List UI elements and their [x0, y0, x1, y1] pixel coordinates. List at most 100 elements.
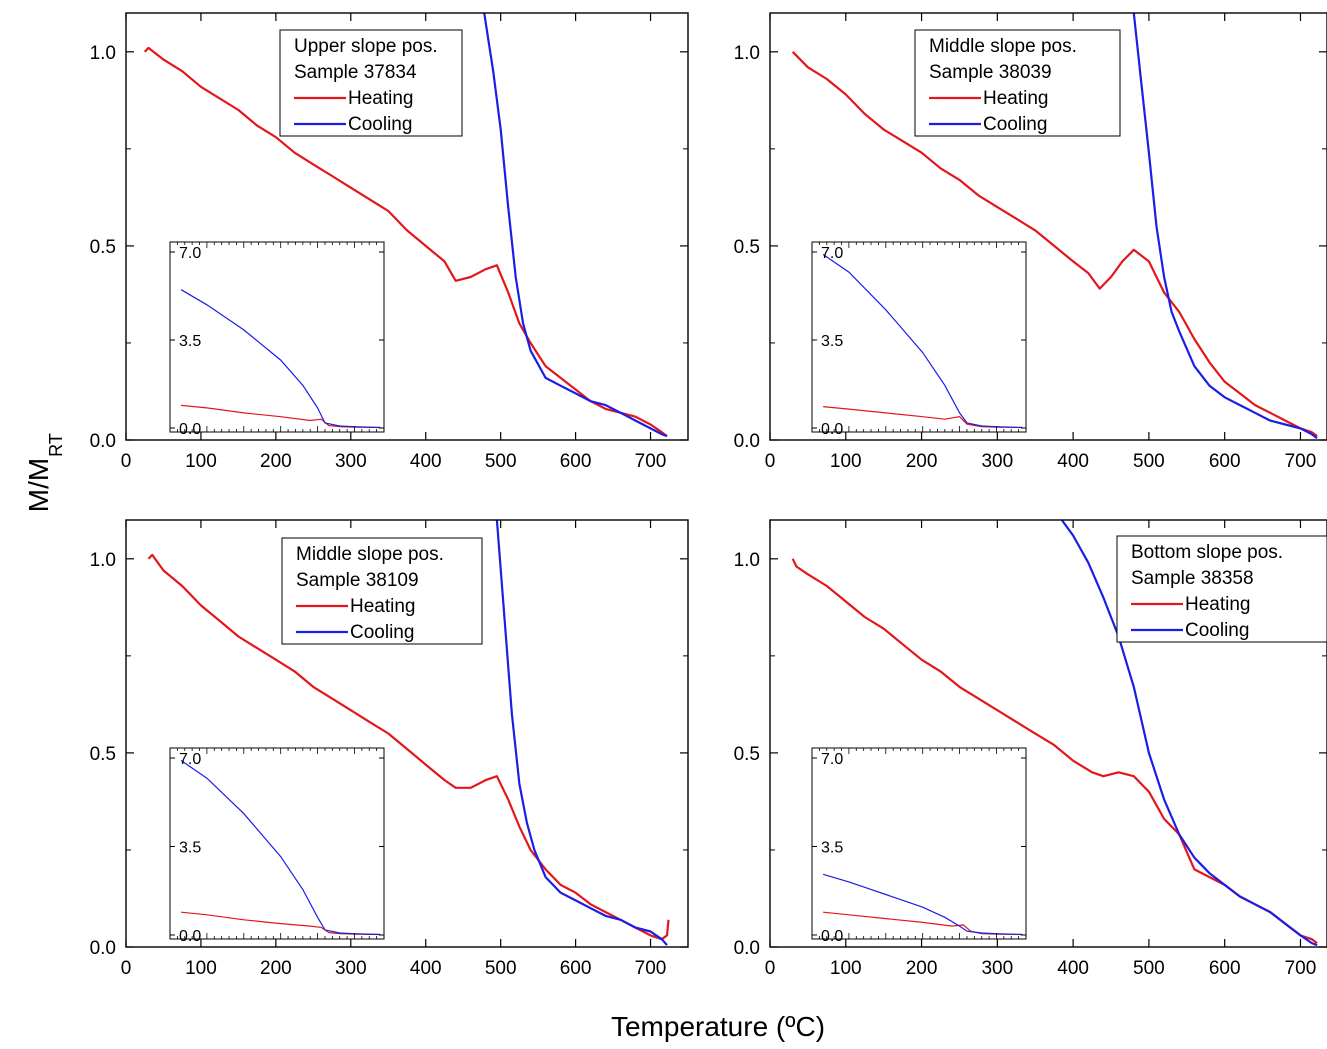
plot-frame: [125, 519, 689, 948]
x-tick-label: 100: [830, 958, 862, 979]
inset-y-tick-label: 3.5: [821, 333, 843, 350]
x-tick-label: 500: [485, 958, 517, 979]
x-tick-label: 0: [765, 958, 776, 979]
legend-label-heating: Heating: [350, 596, 416, 617]
legend-title-line: Sample 37834: [294, 62, 417, 83]
x-tick-label: 700: [635, 958, 667, 979]
inset-cooling-line: [822, 254, 1023, 429]
legend-title-line: Sample 38039: [929, 62, 1052, 83]
legend-label-cooling: Cooling: [983, 114, 1047, 135]
heating-series-line: [143, 46, 668, 437]
x-tick-label: 100: [830, 451, 862, 472]
x-axis-title: Temperature (ºC): [611, 1011, 825, 1042]
y-tick-label: 0.0: [90, 431, 116, 452]
y-tick-label: 0.5: [734, 237, 760, 258]
x-tick-label: 400: [410, 451, 442, 472]
legend: Upper slope pos. Sample 37834 Heating Cooli…: [279, 29, 463, 137]
inset-y-tick-label: 0.0: [821, 928, 843, 945]
legend-label-cooling: Cooling: [350, 622, 414, 643]
legend-label-heating: Heating: [983, 88, 1049, 109]
x-tick-label: 700: [1285, 958, 1317, 979]
x-tick-label: 100: [185, 451, 217, 472]
x-tick-label: 500: [1133, 958, 1165, 979]
inset-y-tick-label: 0.0: [179, 928, 201, 945]
inset-y-tick-label: 3.5: [179, 333, 201, 350]
x-tick-label: 200: [260, 958, 292, 979]
legend-box: [279, 29, 463, 137]
x-tick-label: 400: [410, 958, 442, 979]
inset-y-tick-label: 0.0: [179, 421, 201, 438]
x-tick-label: 500: [1133, 451, 1165, 472]
panels: 0 100 200 300 400 500 600 700 0.0 0.5 1.0 Upper slo…: [90, 12, 1327, 979]
inset-y-tick-label: 7.0: [821, 245, 843, 262]
legend: Middle slope pos. Sample 38109 Heating Cool…: [281, 537, 483, 645]
legend-title-line: Middle slope pos.: [929, 36, 1077, 57]
inset-frame: [811, 747, 1027, 940]
svg-text:RT: RT: [46, 433, 66, 457]
x-tick-label: 0: [121, 451, 132, 472]
chart-panel-3: 0 100 200 300 400 500 600 700 0.0 0.5 1.0 Middle sl…: [90, 519, 689, 979]
inset-frame: [169, 747, 385, 940]
cooling-series-line: [1060, 520, 1318, 947]
legend-title-line: Sample 38358: [1131, 568, 1254, 589]
inset-chart: 0.0 3.5 7.0: [169, 747, 385, 945]
inset-chart: 0.0 3.5 7.0: [169, 241, 385, 438]
inset-y-tick-label: 7.0: [179, 751, 201, 768]
plot-frame: [125, 12, 689, 441]
x-tick-label: 400: [1057, 958, 1089, 979]
x-tick-label: 600: [1209, 451, 1241, 472]
plot-frame: [769, 12, 1327, 441]
inset-y-tick-label: 0.0: [821, 421, 843, 438]
y-tick-label: 1.0: [734, 550, 760, 571]
legend-title-line: Bottom slope pos.: [1131, 542, 1283, 563]
heating-series-line: [791, 51, 1318, 437]
x-tick-label: 700: [635, 451, 667, 472]
legend-label-cooling: Cooling: [348, 114, 412, 135]
legend-title-line: Sample 38109: [296, 570, 419, 591]
inset-y-tick-label: 3.5: [179, 840, 201, 857]
chart-panel-1: 0 100 200 300 400 500 600 700 0.0 0.5 1.0 Upper slo…: [90, 12, 689, 472]
y-tick-label: 0.0: [90, 938, 116, 959]
legend-box: [281, 537, 483, 645]
inset-y-tick-label: 7.0: [179, 245, 201, 262]
plot-frame: [769, 519, 1327, 948]
legend-label-heating: Heating: [348, 88, 414, 109]
legend-title-line: Upper slope pos.: [294, 36, 438, 57]
legend-label-cooling: Cooling: [1185, 620, 1249, 641]
x-tick-label: 0: [121, 958, 132, 979]
inset-frame: [169, 241, 385, 433]
legend-title-line: Middle slope pos.: [296, 544, 444, 565]
cooling-series-line: [1132, 13, 1318, 439]
x-tick-label: 300: [981, 958, 1013, 979]
y-tick-label: 1.0: [90, 550, 116, 571]
x-tick-label: 0: [765, 451, 776, 472]
inset-y-tick-label: 3.5: [821, 840, 843, 857]
x-tick-label: 300: [981, 451, 1013, 472]
legend-box: [1116, 535, 1327, 643]
inset-frame: [811, 241, 1027, 433]
x-tick-label: 400: [1057, 451, 1089, 472]
inset-chart: 0.0 3.5 7.0: [811, 241, 1027, 438]
legend-box: [914, 29, 1121, 137]
legend: Bottom slope pos. Sample 38358 Heating Cool…: [1116, 535, 1327, 643]
x-tick-label: 200: [906, 958, 938, 979]
cooling-series-line: [483, 13, 668, 438]
y-tick-label: 0.5: [734, 744, 760, 765]
y-tick-label: 0.5: [90, 744, 116, 765]
svg-text:M/M: M/M: [23, 458, 54, 512]
x-tick-label: 700: [1285, 451, 1317, 472]
inset-chart: 0.0 3.5 7.0: [811, 747, 1027, 945]
inset-cooling-line: [822, 873, 1023, 936]
inset-y-tick-label: 7.0: [821, 751, 843, 768]
cooling-series-line: [495, 520, 668, 946]
inset-cooling-line: [180, 760, 381, 936]
chart-panel-2: 0 100 200 300 400 500 600 700 0.0 0.5 1.0 Middle sl…: [734, 12, 1327, 472]
inset-cooling-line: [180, 289, 381, 429]
y-tick-label: 0.0: [734, 431, 760, 452]
chart-panel-4: 0 100 200 300 400 500 600 700 0.0 0.5 1.0 Bottom sl…: [734, 519, 1327, 979]
x-tick-label: 200: [906, 451, 938, 472]
x-tick-label: 500: [485, 451, 517, 472]
x-tick-label: 600: [560, 451, 592, 472]
y-tick-label: 1.0: [734, 43, 760, 64]
